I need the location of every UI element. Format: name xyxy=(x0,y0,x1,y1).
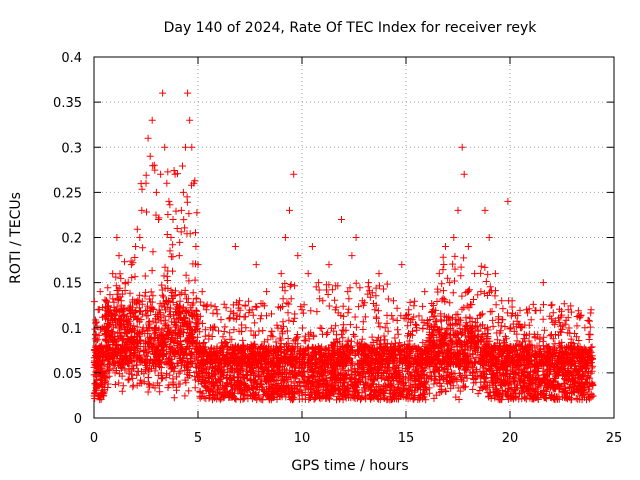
y-tick-label: 0.15 xyxy=(53,277,82,292)
y-tick-label: 0.1 xyxy=(61,322,82,337)
data-points xyxy=(90,89,597,404)
y-tick-label: 0 xyxy=(74,412,82,427)
x-tick-label: 20 xyxy=(502,431,519,446)
x-tick-label: 15 xyxy=(398,431,415,446)
y-tick-label: 0.25 xyxy=(53,186,82,201)
x-tick-label: 10 xyxy=(294,431,311,446)
y-axis-label: ROTI / TECUs xyxy=(8,192,24,284)
x-tick-labels: 0 5 10 15 20 25 xyxy=(90,431,622,446)
y-tick-label: 0.35 xyxy=(53,96,82,111)
y-tick-labels: 0 0.05 0.1 0.15 0.2 0.25 0.3 0.35 0.4 xyxy=(53,51,82,427)
y-tick-label: 0.4 xyxy=(61,51,82,66)
x-tick-label: 5 xyxy=(194,431,202,446)
chart-title: Day 140 of 2024, Rate Of TEC Index for r… xyxy=(164,20,538,36)
x-tick-label: 0 xyxy=(90,431,98,446)
y-tick-label: 0.3 xyxy=(61,141,82,156)
x-tick-label: 25 xyxy=(606,431,623,446)
axis-ticks xyxy=(93,56,615,419)
y-tick-label: 0.2 xyxy=(61,232,82,247)
roti-series-markers xyxy=(90,89,597,404)
y-tick-label: 0.05 xyxy=(53,367,82,382)
x-axis-label: GPS time / hours xyxy=(291,458,408,474)
